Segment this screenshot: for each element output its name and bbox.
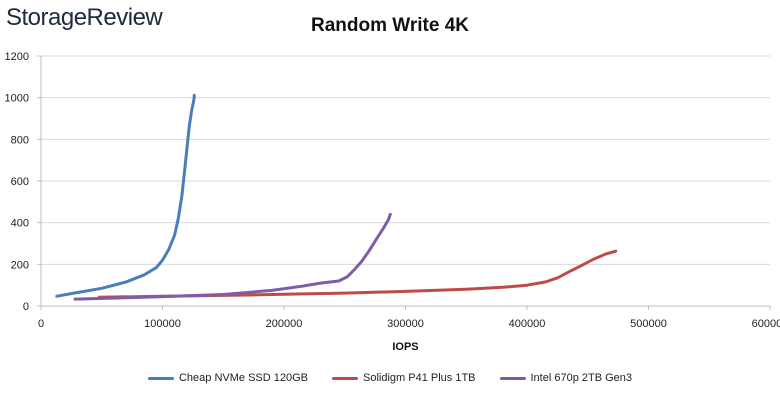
x-axis-title: IOPS: [392, 341, 418, 353]
y-tick-label: 600: [11, 176, 29, 188]
x-tick-label: 400000: [509, 318, 546, 330]
storagereview-logo: StorageReview: [6, 4, 163, 31]
x-tick-label: 0: [38, 318, 44, 330]
y-tick-label: 0: [23, 301, 29, 313]
y-tick-label: 200: [11, 259, 29, 271]
legend-item: Solidigm P41 Plus 1TB: [332, 372, 476, 384]
y-tick-label: 400: [11, 218, 29, 230]
legend-swatch: [147, 376, 174, 380]
x-tick-label: 100000: [144, 318, 181, 330]
x-tick-label: 200000: [266, 318, 303, 330]
x-tick-label: 300000: [387, 318, 424, 330]
legend-swatch: [499, 376, 526, 380]
series-line-3: [73, 212, 392, 301]
series-line-2: [97, 249, 618, 299]
legend-label: Intel 670p 2TB Gen3: [530, 372, 633, 384]
x-tick-label: 500000: [630, 318, 667, 330]
y-tick-label: 1200: [5, 51, 29, 63]
legend: Cheap NVMe SSD 120GB Solidigm P41 Plus 1T…: [0, 372, 780, 384]
series-line-1: [55, 93, 196, 298]
y-tick-label: 1000: [5, 93, 29, 105]
legend-item: Intel 670p 2TB Gen3: [499, 372, 633, 384]
legend-item: Cheap NVMe SSD 120GB: [147, 372, 308, 384]
x-tick-label: 600000: [752, 318, 780, 330]
y-tick-label: 800: [11, 134, 29, 146]
legend-label: Cheap NVMe SSD 120GB: [178, 372, 308, 384]
legend-swatch: [332, 376, 358, 380]
chart-title: Random Write 4K: [310, 15, 469, 36]
legend-label: Solidigm P41 Plus 1TB: [363, 372, 476, 384]
